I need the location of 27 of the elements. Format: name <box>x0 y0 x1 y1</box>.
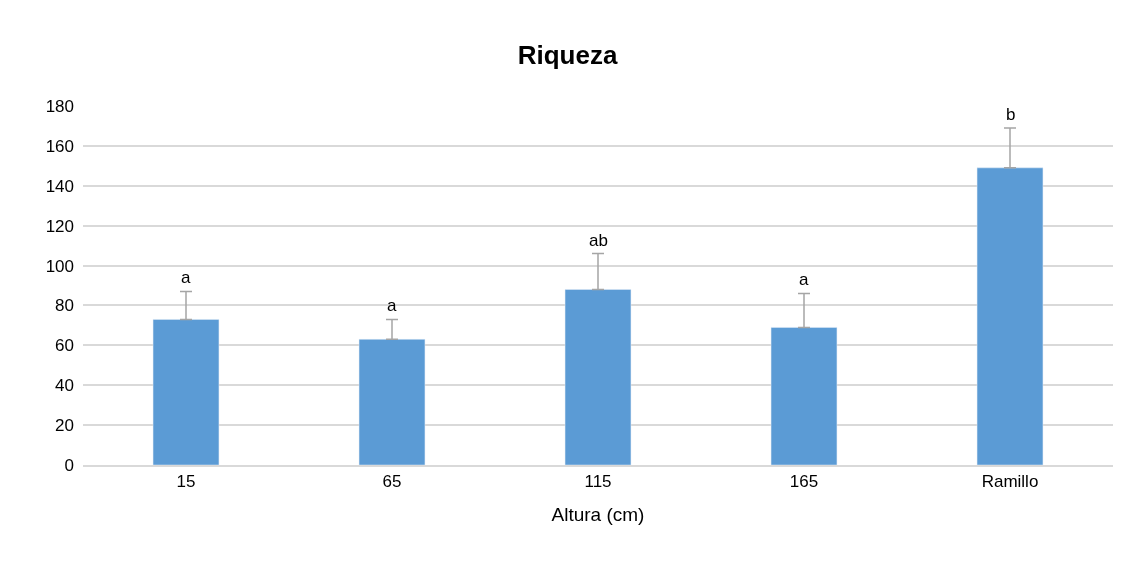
y-tick-label: 180 <box>45 96 74 116</box>
annotation: ab <box>589 231 608 250</box>
x-tick-label: Ramillo <box>981 472 1039 492</box>
y-tick-label: 120 <box>45 216 74 236</box>
y-tick-label: 0 <box>64 455 74 475</box>
x-tick-label: 115 <box>584 472 612 492</box>
bar <box>152 319 220 465</box>
y-tick-label: 100 <box>45 256 74 276</box>
bar <box>358 339 426 465</box>
y-tick-label: 160 <box>45 136 74 156</box>
x-axis-title: Altura (cm) <box>551 504 645 526</box>
x-tick-label: 15 <box>176 472 196 492</box>
x-tick-label: 165 <box>789 472 819 492</box>
annotation: a <box>181 268 191 287</box>
annotation: b <box>1006 105 1016 124</box>
annotation: a <box>799 270 809 289</box>
bar <box>564 289 632 465</box>
y-tick-label: 60 <box>55 336 74 356</box>
y-tick-label: 20 <box>55 416 74 436</box>
y-tick-label: 40 <box>55 376 74 396</box>
bar <box>770 327 838 465</box>
x-tick-label: 65 <box>382 472 402 492</box>
chart-title: Riqueza <box>517 40 618 71</box>
bar <box>976 167 1044 465</box>
y-tick-label: 80 <box>55 296 74 316</box>
annotation: a <box>387 296 397 315</box>
y-tick-label: 140 <box>45 176 74 196</box>
